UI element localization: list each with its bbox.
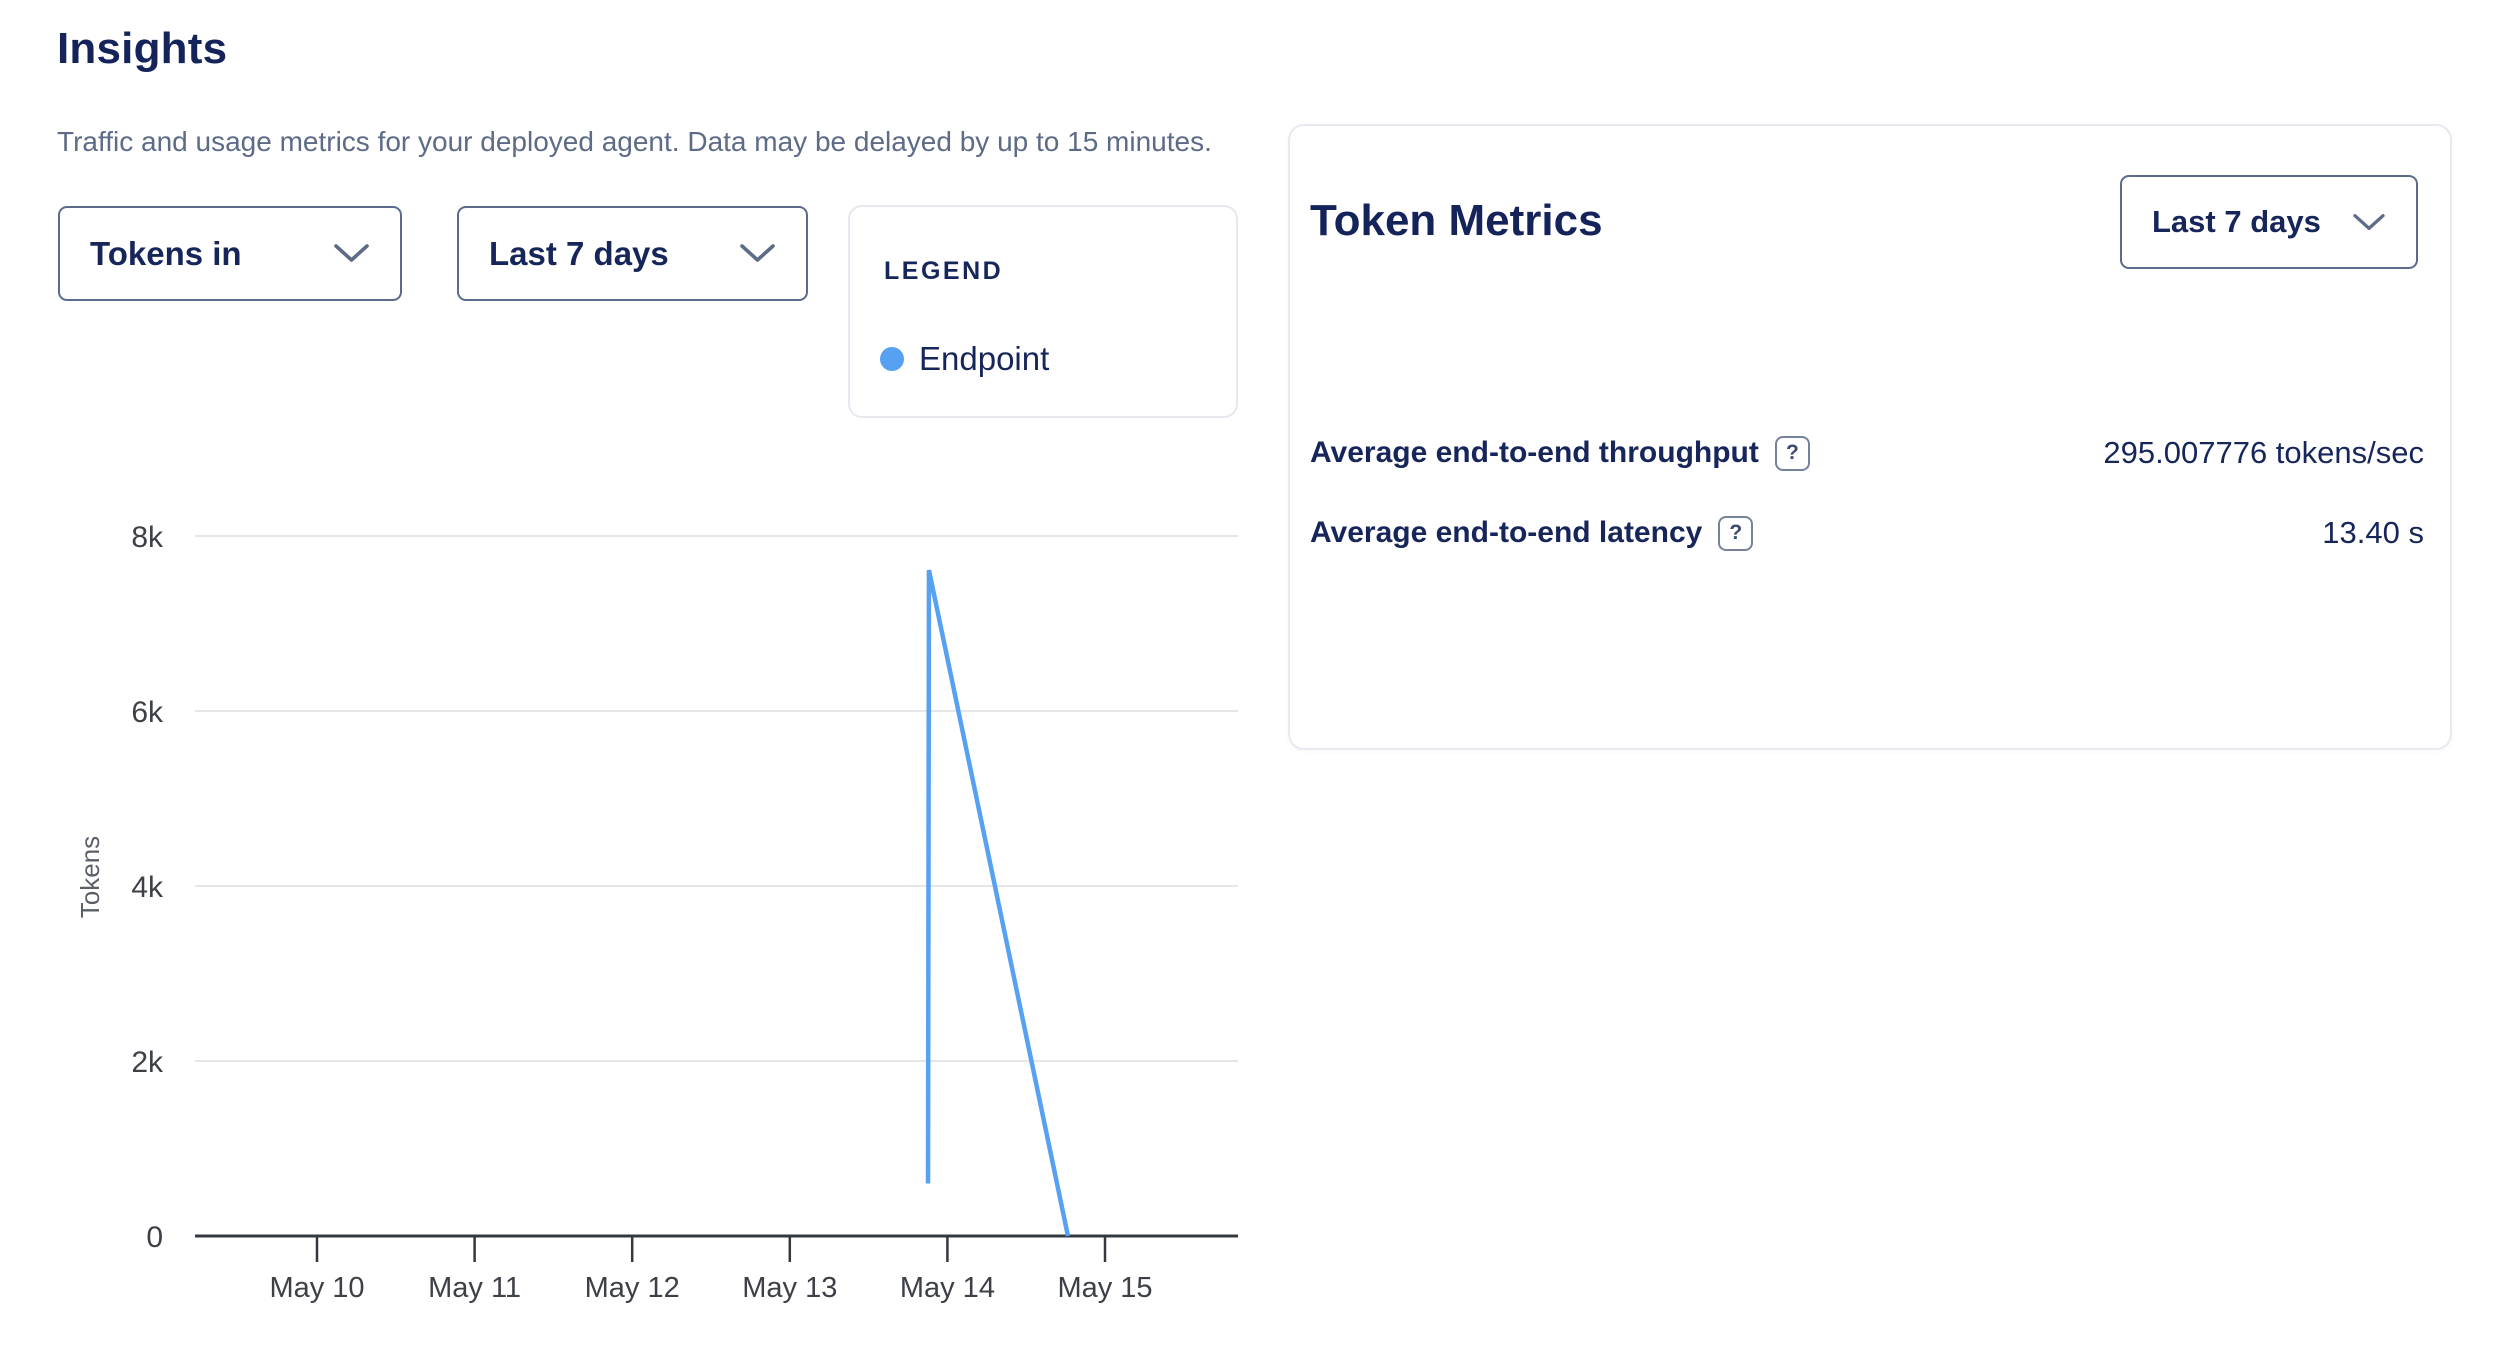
svg-text:May 12: May 12	[585, 1272, 680, 1304]
svg-text:6k: 6k	[131, 696, 164, 729]
legend-item-endpoint: Endpoint	[880, 340, 1049, 378]
range-select[interactable]: Last 7 days	[457, 206, 808, 301]
metric-select-value: Tokens in	[90, 234, 242, 272]
tokens-line-chart: 0 2k 4k 6k 8k May 10 May 11 May 12 May 13 May 14 M…	[75, 521, 1238, 1304]
metric-row-throughput: Average end-to-end throughput ? 295.0077…	[1310, 428, 2424, 478]
legend-title: LEGEND	[884, 257, 1004, 285]
svg-text:2k: 2k	[131, 1046, 164, 1079]
chevron-down-icon	[334, 244, 369, 262]
svg-text:May 10: May 10	[269, 1272, 364, 1304]
svg-text:Tokens: Tokens	[75, 836, 105, 918]
metric-row-latency: Average end-to-end latency ? 13.40 s	[1310, 508, 2424, 558]
help-icon[interactable]: ?	[1774, 435, 1810, 471]
token-metrics-title: Token Metrics	[1310, 196, 1603, 245]
svg-text:May 14: May 14	[900, 1272, 995, 1304]
page-title: Insights	[57, 24, 228, 73]
token-metrics-range-select[interactable]: Last 7 days	[2120, 175, 2418, 269]
chevron-down-icon	[740, 244, 775, 262]
svg-text:May 13: May 13	[742, 1272, 837, 1304]
latency-value: 13.40 s	[2322, 515, 2424, 550]
latency-label: Average end-to-end latency	[1310, 516, 1703, 549]
legend-panel: LEGEND Endpoint	[848, 205, 1238, 418]
legend-swatch	[880, 347, 904, 371]
token-metrics-card: Token Metrics Last 7 days Average end-to…	[1288, 124, 2452, 750]
legend-item-label: Endpoint	[919, 340, 1050, 377]
svg-text:8k: 8k	[131, 521, 164, 554]
svg-text:May 15: May 15	[1057, 1272, 1152, 1304]
throughput-value: 295.007776 tokens/sec	[2103, 435, 2424, 470]
page-subtitle: Traffic and usage metrics for your deplo…	[57, 126, 1212, 157]
metric-select[interactable]: Tokens in	[58, 206, 402, 301]
svg-text:May 11: May 11	[428, 1272, 521, 1304]
throughput-label: Average end-to-end throughput	[1310, 436, 1759, 469]
range-select-value: Last 7 days	[489, 234, 669, 272]
token-metrics-range-value: Last 7 days	[2152, 204, 2321, 239]
svg-text:0: 0	[146, 1221, 163, 1254]
help-icon[interactable]: ?	[1718, 515, 1754, 551]
chevron-down-icon	[2353, 213, 2385, 230]
svg-text:4k: 4k	[131, 871, 164, 904]
